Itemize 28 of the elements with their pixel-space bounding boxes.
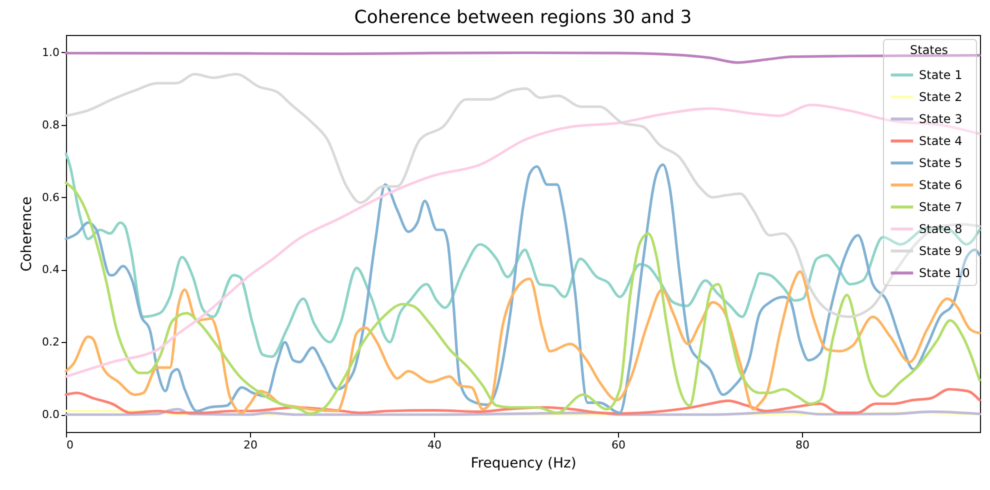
x-tick-label: 60 [611, 438, 626, 452]
legend-label: State 4 [919, 134, 962, 148]
y-tick-label: 0.2 [42, 336, 60, 349]
chart-title: Coherence between regions 30 and 3 [354, 7, 692, 28]
legend-label: State 1 [919, 68, 962, 82]
x-tick-label: 0 [66, 438, 74, 452]
y-tick-label: 0.0 [42, 408, 60, 422]
y-tick-label: 0.6 [42, 190, 60, 204]
legend-title: States [910, 43, 948, 57]
legend-label: State 2 [919, 90, 962, 104]
x-tick-label: 80 [795, 438, 810, 452]
y-tick-label: 0.8 [42, 118, 60, 132]
legend-label: State 5 [919, 156, 962, 170]
x-tick-label: 40 [427, 438, 442, 452]
line-series [64, 152, 981, 358]
legend-label: State 10 [919, 266, 970, 280]
line-series [64, 104, 981, 378]
legend-label: State 8 [919, 222, 962, 236]
y-tick-label: 0.4 [42, 263, 60, 276]
legend-label: State 9 [919, 244, 962, 258]
legend-label: State 7 [919, 200, 962, 214]
x-tick-label: 20 [243, 438, 258, 452]
y-tick-label: 1.0 [42, 46, 60, 59]
x-axis-title: Frequency (Hz) [470, 456, 576, 472]
y-axis-title: Coherence [19, 196, 36, 272]
legend-label: State 3 [919, 112, 962, 126]
line-series [64, 270, 981, 414]
legend-label: State 6 [919, 178, 962, 192]
